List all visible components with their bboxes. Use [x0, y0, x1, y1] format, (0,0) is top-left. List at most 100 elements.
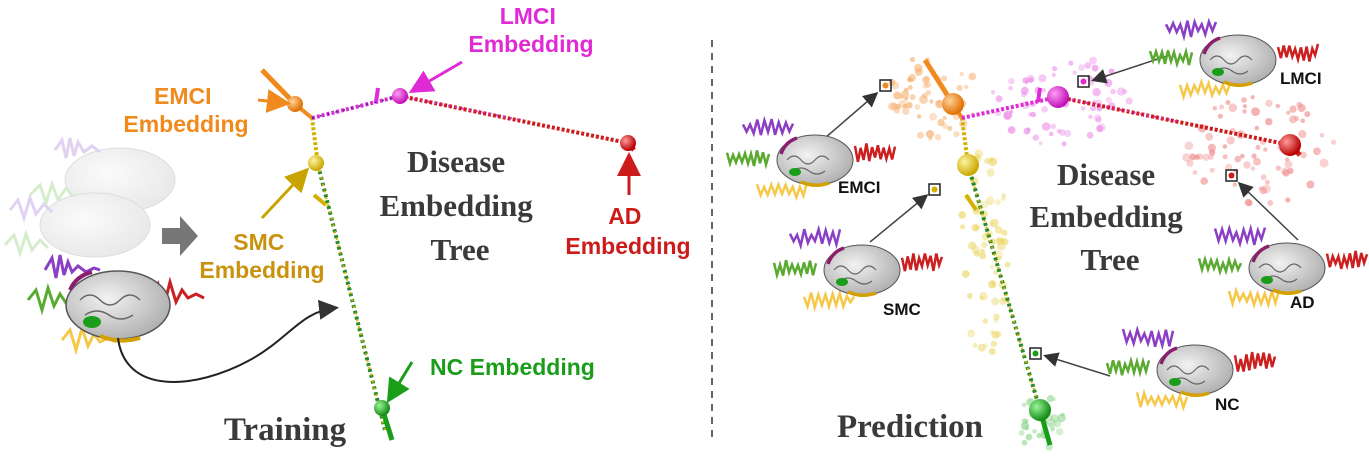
- sample-point: [1202, 153, 1210, 161]
- sample-point: [967, 293, 973, 299]
- sample-point: [1200, 177, 1208, 185]
- sample-point: [1217, 113, 1223, 119]
- sample-point: [993, 270, 998, 275]
- sample-point: [907, 77, 912, 82]
- sample-point: [1022, 77, 1029, 84]
- sample-point: [1267, 200, 1274, 206]
- brain-region: [1180, 390, 1210, 397]
- emci-label-arrow: [257, 89, 291, 113]
- brain-region: [1159, 346, 1178, 365]
- eeg-signal-icon: [755, 181, 809, 202]
- sample-point: [1319, 158, 1329, 168]
- sample-point: [1000, 196, 1006, 201]
- brain-region: [836, 278, 848, 286]
- brain-icon: [39, 192, 151, 258]
- brain-region: [826, 246, 845, 265]
- sample-point: [1304, 111, 1311, 118]
- sample-point: [1228, 103, 1238, 112]
- sample-point: [958, 211, 966, 219]
- sample-point: [990, 340, 998, 348]
- sample-point: [979, 292, 988, 301]
- prediction-brain-samples: [725, 17, 1369, 412]
- sample-point: [1032, 134, 1040, 141]
- eeg-signal-icon: [28, 179, 76, 208]
- sample-point: [1041, 106, 1048, 113]
- sample-point: [1186, 159, 1194, 167]
- sample-point: [1048, 131, 1054, 137]
- sample-point: [900, 90, 910, 99]
- smc-node: [957, 154, 979, 176]
- sample-point: [959, 71, 964, 77]
- eeg-signal-icon: [853, 143, 897, 164]
- sample-point: [1038, 141, 1043, 146]
- sample-point: [1263, 147, 1268, 152]
- sample-point: [1060, 412, 1065, 417]
- sample-point: [1242, 104, 1247, 109]
- sample-point: [1289, 105, 1297, 113]
- sample-point: [1219, 104, 1224, 110]
- sample-point: [995, 330, 1002, 338]
- tree-edge-lmci-ad: [399, 94, 629, 145]
- sample-point: [937, 118, 945, 127]
- sample-point: [906, 101, 913, 109]
- sample-point: [1286, 110, 1291, 115]
- eeg-signal-icon: [1105, 355, 1151, 378]
- sample-point: [929, 99, 934, 104]
- brain-icon: [65, 270, 171, 340]
- sample-point: [902, 107, 910, 115]
- tree-edge-root-lmci: [961, 95, 1059, 120]
- smc-node: [308, 155, 324, 171]
- sample-point: [1009, 109, 1014, 114]
- sample-point: [1110, 88, 1116, 95]
- sample-point: [989, 157, 994, 162]
- sample-point: [1208, 149, 1216, 156]
- sample-point: [1086, 131, 1094, 139]
- arrow-icon: [162, 216, 198, 256]
- sample-clouds: [888, 56, 1337, 451]
- sample-point: [1032, 429, 1037, 434]
- sample-point: [967, 329, 976, 338]
- sample-point: [1056, 128, 1062, 134]
- sample-point: [1297, 104, 1306, 113]
- sample-point: [1319, 133, 1325, 138]
- sample-point: [991, 297, 1000, 306]
- sample-point: [916, 131, 924, 139]
- sample-point: [986, 168, 995, 177]
- sample-point: [1261, 184, 1271, 194]
- eeg-signal-icon: [1227, 286, 1281, 310]
- sample-point: [1275, 165, 1282, 171]
- sample-point: [1041, 88, 1047, 93]
- sample-point: [1001, 229, 1008, 236]
- sample-point: [960, 224, 966, 230]
- ad-prediction-arrow: [1237, 181, 1299, 241]
- sample-point: [973, 250, 981, 257]
- sample-point: [929, 112, 937, 121]
- sample-point: [1300, 118, 1306, 124]
- sample-point: [1225, 100, 1231, 105]
- eeg-signal-icon: [1178, 78, 1232, 102]
- sample-point: [1050, 426, 1055, 432]
- sample-point: [937, 100, 942, 105]
- sample-point: [1088, 114, 1093, 120]
- tree-edge-nc-smc-overlay: [317, 164, 386, 431]
- smc-sample-marker: [928, 183, 941, 196]
- eeg-signal-icon: [900, 253, 944, 272]
- sample-point: [1052, 397, 1057, 402]
- sample-point: [988, 280, 997, 289]
- eeg-signal-icon: [8, 193, 54, 223]
- emci-node: [942, 93, 964, 115]
- sample-point: [1061, 141, 1067, 147]
- emci-sample-label: EMCI: [838, 178, 881, 197]
- sample-point: [1089, 56, 1097, 65]
- sample-point: [1064, 130, 1072, 137]
- sample-point: [1018, 429, 1025, 436]
- eeg-signal-icon: [53, 136, 101, 159]
- sample-point: [995, 95, 1003, 103]
- sample-point: [1285, 197, 1291, 203]
- brain-region: [1169, 378, 1181, 386]
- sample-point: [1030, 111, 1037, 118]
- ad-node: [620, 135, 636, 151]
- eeg-signal-icon: [1148, 46, 1194, 69]
- sample-point: [1184, 141, 1194, 151]
- sample-point: [1275, 103, 1281, 109]
